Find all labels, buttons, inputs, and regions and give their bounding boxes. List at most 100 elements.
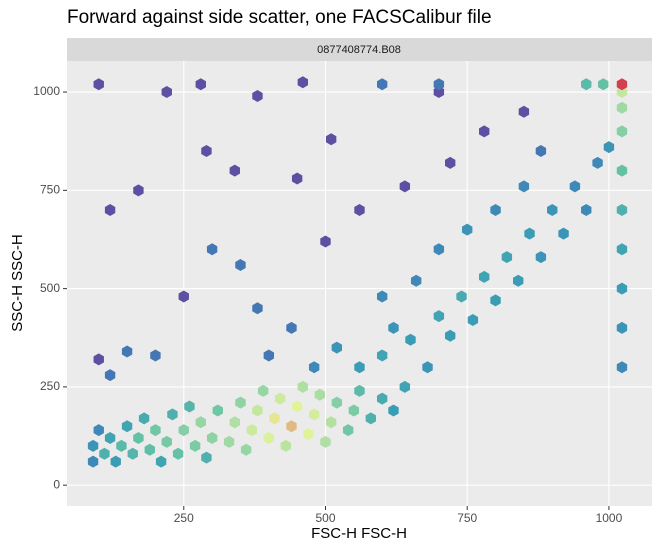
hex-cell bbox=[616, 164, 628, 177]
hex-cell bbox=[616, 101, 628, 114]
hex-cell bbox=[433, 243, 445, 256]
hex-cell bbox=[155, 455, 167, 468]
hex-cell bbox=[201, 145, 212, 158]
hex-cell bbox=[252, 302, 263, 315]
hex-cell bbox=[433, 86, 445, 99]
chart-title: Forward against side scatter, one FACSCa… bbox=[67, 7, 492, 28]
x-tick-label: 250 bbox=[174, 511, 194, 525]
hex-cell bbox=[518, 105, 530, 118]
hex-cell bbox=[150, 349, 161, 362]
hex-cell bbox=[297, 380, 309, 393]
hex-cell bbox=[257, 384, 269, 397]
hex-cell bbox=[479, 270, 490, 283]
x-tick-label: 1000 bbox=[596, 511, 623, 525]
hex-cell bbox=[235, 396, 246, 409]
hex-cell bbox=[535, 145, 547, 158]
hex-cell bbox=[513, 274, 524, 287]
hex-cell bbox=[616, 321, 628, 334]
hex-cell bbox=[581, 203, 592, 216]
hex-cell bbox=[592, 156, 603, 169]
hex-cell bbox=[616, 282, 628, 295]
hex-cell bbox=[342, 424, 354, 437]
hex-cell bbox=[286, 420, 297, 433]
hex-cell bbox=[121, 345, 133, 358]
hex-cell bbox=[598, 78, 609, 91]
hex-cell bbox=[167, 408, 178, 421]
hex-cell bbox=[320, 235, 331, 248]
hex-cell bbox=[229, 164, 240, 177]
hex-cell bbox=[616, 125, 628, 138]
hex-cell bbox=[189, 439, 201, 452]
hex-cell bbox=[127, 447, 138, 460]
hex-cell bbox=[616, 243, 628, 256]
hex-cell bbox=[581, 78, 592, 91]
hex-cell bbox=[99, 447, 110, 460]
hex-cell bbox=[93, 353, 104, 366]
hex-cell bbox=[325, 133, 337, 146]
hex-cell bbox=[286, 321, 297, 334]
hex-cell bbox=[354, 361, 365, 374]
hex-cell bbox=[269, 412, 280, 425]
hex-cell bbox=[195, 78, 206, 91]
strip-label: 0877408774.B08 bbox=[317, 44, 401, 56]
hex-cell bbox=[110, 455, 121, 468]
hex-cell bbox=[547, 203, 558, 216]
hex-cell bbox=[161, 86, 172, 99]
hex-cell bbox=[280, 439, 291, 452]
hex-cell bbox=[524, 227, 535, 240]
hex-cell bbox=[376, 392, 388, 405]
y-tick-label: 500 bbox=[40, 281, 60, 295]
hex-cell bbox=[616, 86, 628, 99]
hex-cell bbox=[433, 310, 445, 323]
hex-cell bbox=[252, 89, 263, 102]
hex-cell bbox=[133, 184, 144, 197]
hex-cell bbox=[116, 439, 127, 452]
x-axis-label: FSC-H FSC-H bbox=[311, 525, 407, 542]
y-tick-label: 0 bbox=[53, 477, 60, 491]
hex-cell bbox=[479, 125, 490, 138]
hex-cell bbox=[376, 78, 388, 91]
hex-cell bbox=[490, 203, 501, 216]
panel bbox=[67, 61, 652, 506]
hex-cell bbox=[405, 333, 416, 346]
hex-cell bbox=[104, 431, 116, 444]
hexes bbox=[87, 76, 628, 468]
hex-cell bbox=[178, 290, 189, 303]
hex-cell bbox=[467, 314, 479, 327]
y-axis-label: SSC-H SSC-H bbox=[9, 234, 26, 332]
hex-cell bbox=[308, 361, 320, 374]
hex-cell bbox=[223, 435, 235, 448]
hex-cell bbox=[201, 451, 212, 464]
strip bbox=[67, 38, 652, 61]
hex-cell bbox=[325, 416, 337, 429]
hex-cell bbox=[150, 424, 161, 437]
hex-cell bbox=[172, 447, 184, 460]
x-tick-label: 750 bbox=[457, 511, 477, 525]
hex-cell bbox=[104, 203, 116, 216]
hex-cell bbox=[388, 404, 399, 417]
hex-cell bbox=[246, 424, 257, 437]
hex-cell bbox=[303, 428, 314, 441]
hex-cell bbox=[314, 388, 326, 401]
hex-cell bbox=[195, 416, 206, 429]
hex-cell bbox=[445, 329, 456, 342]
hex-cell bbox=[535, 251, 547, 264]
hex-cell bbox=[308, 408, 320, 421]
hex-cell bbox=[263, 349, 274, 362]
hex-cell bbox=[616, 78, 628, 91]
hex-cell bbox=[399, 180, 411, 193]
hex-cell bbox=[462, 223, 473, 236]
hex-cell bbox=[365, 412, 377, 425]
hex-cell bbox=[410, 274, 422, 287]
hex-cell bbox=[388, 321, 399, 334]
hex-cell bbox=[320, 435, 331, 448]
hex-cell bbox=[445, 156, 456, 169]
hex-cell bbox=[161, 435, 172, 448]
hex-cell bbox=[331, 341, 343, 354]
hex-cell bbox=[399, 380, 411, 393]
hex-cell bbox=[291, 400, 303, 413]
hex-cell bbox=[133, 431, 144, 444]
hex-cell bbox=[274, 392, 286, 405]
x-tick-label: 500 bbox=[315, 511, 335, 525]
hex-cell bbox=[433, 78, 445, 91]
